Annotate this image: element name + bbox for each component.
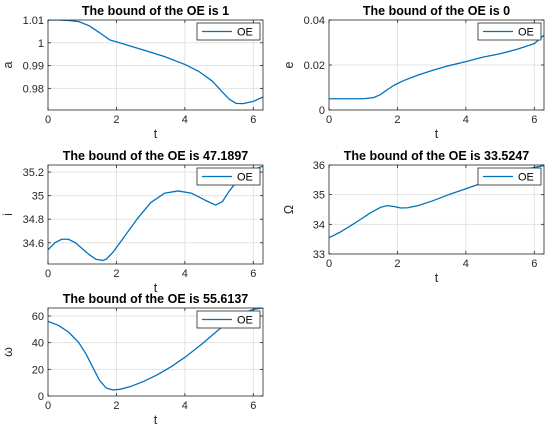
legend-label: OE [518, 27, 534, 39]
x-tick-label: 0 [326, 114, 332, 126]
y-tick-label: 33 [313, 249, 325, 261]
y-axis-label: Ω [282, 205, 296, 214]
y-tick-label: 40 [32, 338, 44, 350]
y-tick-label: 0.04 [304, 15, 325, 27]
axes-box [47, 307, 264, 397]
axes-box [328, 164, 545, 255]
y-axis-label: e [282, 61, 296, 68]
y-tick-label: 34.6 [23, 238, 44, 250]
series-line-oe [48, 20, 263, 105]
series-line-oe [48, 165, 263, 262]
legend-label: OE [237, 315, 253, 327]
x-axis-label: t [154, 127, 158, 141]
x-axis-label: t [154, 413, 158, 427]
y-tick-label: 0.98 [23, 83, 44, 95]
y-tick-label: 35 [32, 191, 44, 203]
y-tick-label: 0.02 [304, 60, 325, 72]
x-tick-label: 2 [394, 258, 400, 270]
x-tick-label: 6 [250, 400, 256, 412]
y-tick-label: 34.8 [23, 214, 44, 226]
y-tick-label: 0 [38, 391, 44, 403]
y-tick-label: 35.2 [23, 167, 44, 179]
subplot-3: 0 2 4 6 34.6 34.8 35 35.2 The bound of the OE is… [1, 149, 264, 295]
x-tick-label: 4 [182, 268, 188, 280]
x-tick-label: 4 [463, 114, 469, 126]
axes-box [47, 164, 264, 265]
legend: OE [196, 22, 261, 41]
y-tick-label: 0.99 [23, 61, 44, 73]
x-tick-label: 6 [250, 268, 256, 280]
x-tick-label: 0 [45, 400, 51, 412]
legend: OE [196, 167, 261, 186]
y-tick-label: 35 [313, 190, 325, 202]
x-axis-label: t [154, 281, 158, 295]
legend: OE [477, 22, 542, 41]
chart-title: The bound of the OE is 1 [82, 4, 229, 18]
y-tick-label: 0 [319, 105, 325, 117]
chart-title: The bound of the OE is 33.5247 [344, 149, 530, 163]
y-tick-label: 36 [313, 160, 325, 172]
y-tick-label: 34 [313, 219, 325, 231]
chart-title: The bound of the OE is 47.1897 [63, 149, 249, 163]
chart-title: The bound of the OE is 0 [363, 4, 510, 18]
legend: OE [477, 167, 542, 186]
subplot-4: 0 2 4 6 33 34 35 36 The bound of the OE is 33.52… [282, 149, 545, 285]
x-tick-label: 2 [113, 268, 119, 280]
x-tick-label: 6 [531, 258, 537, 270]
y-tick-label: 20 [32, 364, 44, 376]
y-tick-label: 1.01 [23, 15, 44, 27]
x-tick-label: 0 [326, 258, 332, 270]
y-axis-label: i [1, 213, 15, 216]
y-axis-label: a [1, 61, 15, 68]
x-tick-label: 0 [45, 114, 51, 126]
x-tick-label: 0 [45, 268, 51, 280]
x-tick-label: 2 [113, 114, 119, 126]
axes-box [47, 19, 264, 111]
legend: OE [196, 310, 261, 329]
subplot-1: 0 2 4 6 0.98 0.99 1 1.01 The bound of the OE is … [1, 4, 264, 141]
x-axis-label: t [435, 271, 439, 285]
legend-label: OE [237, 172, 253, 184]
y-axis-label: ω [1, 347, 15, 357]
x-tick-label: 6 [250, 114, 256, 126]
chart-title: The bound of the OE is 55.6137 [63, 292, 249, 306]
legend-label: OE [237, 27, 253, 39]
x-axis-label: t [435, 127, 439, 141]
subplot-2: 0 2 4 6 0 0.02 0.04 The bound of the OE is 0 t e O… [282, 4, 545, 141]
x-tick-label: 2 [113, 400, 119, 412]
series-line-oe [329, 34, 544, 100]
x-tick-label: 6 [531, 114, 537, 126]
x-tick-label: 4 [463, 258, 469, 270]
x-tick-label: 4 [182, 114, 188, 126]
x-tick-label: 2 [394, 114, 400, 126]
y-tick-label: 1 [38, 38, 44, 50]
x-tick-label: 4 [182, 400, 188, 412]
legend-label: OE [518, 172, 534, 184]
series-line-oe [48, 308, 263, 391]
y-tick-label: 60 [32, 311, 44, 323]
